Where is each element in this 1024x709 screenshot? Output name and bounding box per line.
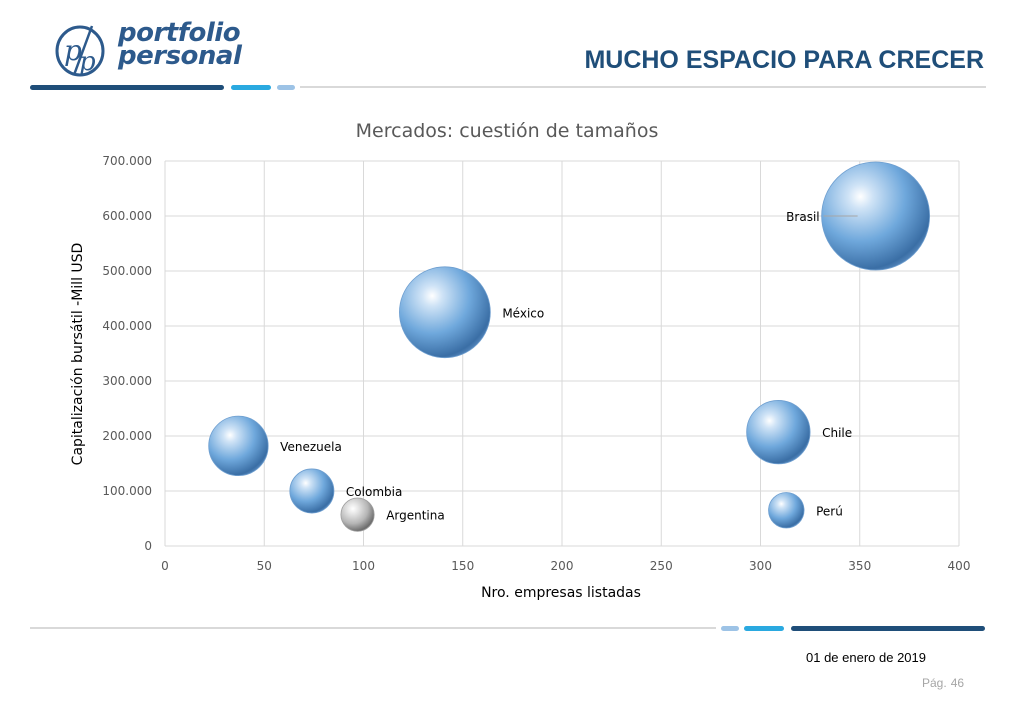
- bubble: [399, 266, 491, 359]
- brand-wordmark-line1: portfolio: [118, 18, 241, 48]
- y-tick-label: 200.000: [102, 429, 152, 443]
- y-tick-label: 300.000: [102, 374, 152, 388]
- chart-axes: 0 50 100 150 200 250 300 350 400 0 100.000 200.000 3…: [102, 154, 970, 573]
- header-bar-dark: [30, 85, 224, 90]
- y-tick-label: 600.000: [102, 209, 152, 223]
- brand-logo: p p portfolio personal: [52, 18, 242, 82]
- chart-bubbles: Brasil México Venezuela Colombia Argentina Ch…: [208, 161, 931, 532]
- footer-bar-light: [721, 626, 739, 631]
- x-tick-label: 300: [749, 559, 772, 573]
- footer-date: 01 de enero de 2019: [806, 650, 926, 665]
- x-tick-label: 200: [551, 559, 574, 573]
- bubble-label: Argentina: [386, 509, 445, 523]
- page-title: MUCHO ESPACIO PARA CRECER: [584, 46, 984, 74]
- y-tick-label: 700.000: [102, 154, 152, 168]
- x-tick-label: 350: [848, 559, 871, 573]
- y-tick-label: 400.000: [102, 319, 152, 333]
- header-bar-light: [277, 85, 295, 90]
- brand-wordmark: portfolio personal: [118, 20, 242, 71]
- y-tick-label: 0: [144, 539, 152, 553]
- bubble: [289, 468, 335, 514]
- page-number: Pág. 46: [922, 676, 964, 690]
- bubble-label: Brasil: [786, 210, 819, 224]
- brand-wordmark-line2: personal: [118, 41, 242, 71]
- svg-text:p: p: [79, 47, 96, 77]
- chart-title: Mercados: cuestión de tamaños: [356, 120, 659, 142]
- x-tick-label: 50: [257, 559, 272, 573]
- pp-monogram-icon: p p: [55, 25, 105, 77]
- bubble: [768, 492, 805, 529]
- bubble-label: Chile: [822, 426, 852, 440]
- footer-divider-line: [30, 627, 716, 629]
- bubble-label: México: [502, 306, 544, 320]
- x-tick-label: 100: [352, 559, 375, 573]
- x-tick-label: 400: [948, 559, 971, 573]
- footer-bar-cyan: [744, 626, 784, 631]
- footer-bar-dark: [791, 626, 985, 631]
- bubble: [208, 415, 269, 477]
- x-axis-label: Nro. empresas listadas: [481, 585, 641, 601]
- bubble: [746, 400, 811, 465]
- bubble: [340, 497, 375, 532]
- page-number-label: Pág.: [922, 676, 947, 690]
- bubble-label: Venezuela: [280, 440, 342, 454]
- header-divider-line: [300, 86, 986, 88]
- bubble-label: Perú: [816, 504, 843, 518]
- x-tick-label: 0: [161, 559, 169, 573]
- y-tick-label: 500.000: [102, 264, 152, 278]
- x-tick-label: 250: [650, 559, 673, 573]
- page-number-value: 46: [950, 676, 965, 690]
- bubble-label: Colombia: [346, 485, 402, 499]
- y-tick-label: 100.000: [102, 484, 152, 498]
- header-bar-cyan: [231, 85, 271, 90]
- svg-text:p: p: [64, 34, 82, 67]
- y-axis-label: Capitalización bursátil -Mill USD: [70, 243, 86, 466]
- x-tick-label: 150: [451, 559, 474, 573]
- bubble-chart: Mercados: cuestión de tamaños 0 50 100 150 2…: [70, 120, 970, 601]
- bubble: [821, 161, 931, 271]
